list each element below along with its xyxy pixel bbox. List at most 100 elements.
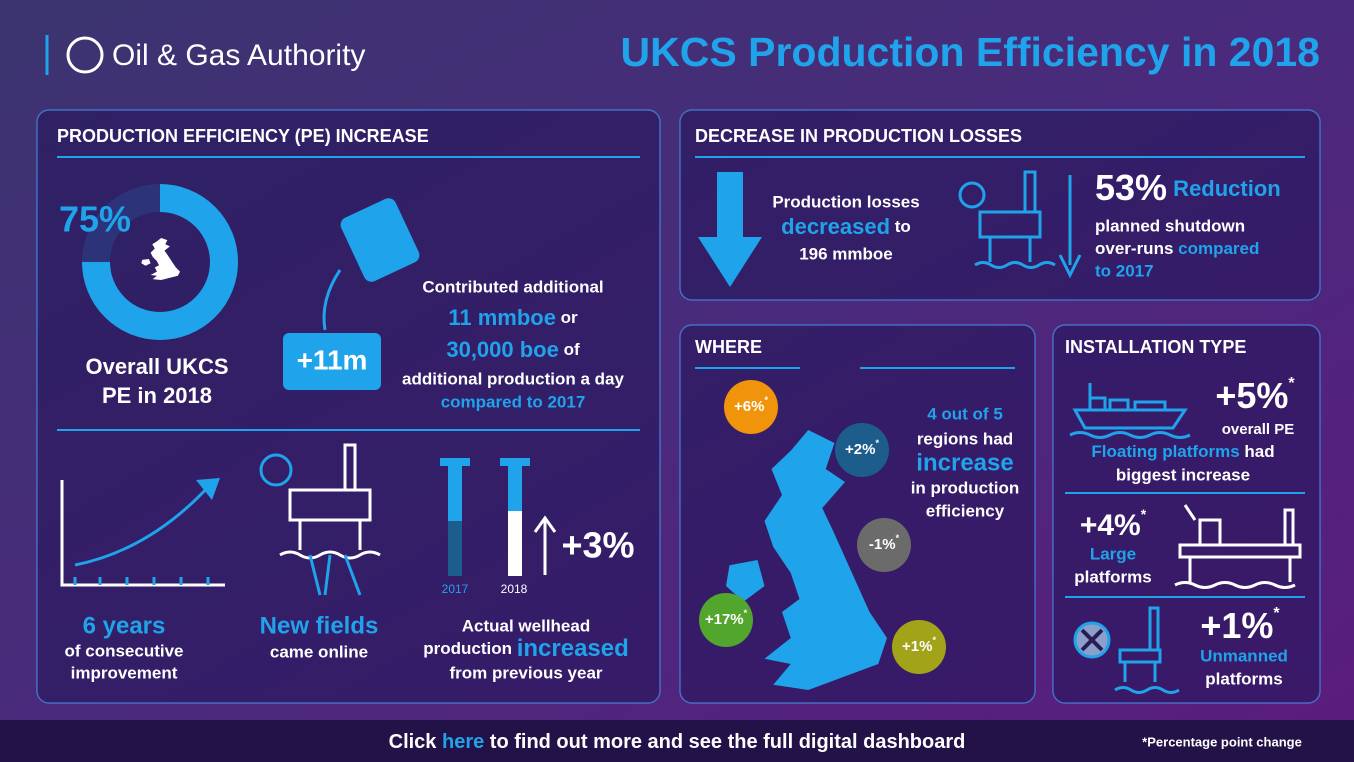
- value: +5%: [1215, 375, 1288, 416]
- year: 2018: [501, 582, 528, 596]
- highlight: increase: [916, 449, 1013, 476]
- footer-text: Click here to find out more and see the …: [389, 731, 966, 753]
- value: +6%: [734, 398, 764, 415]
- panel: [1052, 324, 1321, 704]
- value: +1%: [902, 638, 932, 655]
- chart-icon: [60, 480, 225, 587]
- text: efficiency: [926, 501, 1005, 520]
- highlight: Floating platforms: [1091, 442, 1239, 461]
- down-arrow: [698, 172, 762, 287]
- text: platforms: [1074, 567, 1151, 586]
- power-icon: [259, 453, 293, 487]
- unmanned-icon: [1080, 628, 1104, 652]
- platform-icon: [974, 170, 1056, 269]
- text: decreased to: [781, 214, 911, 239]
- chart-icon: [74, 483, 212, 567]
- footnote-mark: *: [744, 608, 748, 618]
- region-label: -1%*: [869, 533, 900, 553]
- highlight: increased: [517, 635, 629, 662]
- down-arrow: [1058, 175, 1082, 279]
- value: -1%: [869, 536, 896, 553]
- caption: PE in 2018: [102, 383, 212, 408]
- wellhead-2018: [508, 466, 522, 511]
- reduction: 53% Reduction: [1095, 167, 1281, 208]
- text: of: [559, 340, 580, 359]
- text: Click: [389, 731, 442, 753]
- wellhead-2017: [448, 466, 462, 521]
- overall-pe: 75%: [59, 199, 131, 240]
- panel-heading: INSTALLATION TYPE: [1065, 337, 1246, 357]
- text: biggest increase: [1116, 465, 1250, 484]
- highlight: to 2017: [1095, 261, 1154, 280]
- footnote-mark: *: [896, 533, 900, 543]
- text: 196 mmboe: [799, 244, 893, 263]
- text: Actual wellhead: [462, 616, 590, 635]
- region-circle: [835, 423, 889, 477]
- text: of consecutive: [64, 641, 183, 660]
- text: overall PE: [1222, 421, 1295, 438]
- text: had: [1240, 442, 1275, 461]
- value: +2%: [845, 441, 875, 458]
- region-circle: [699, 593, 753, 647]
- footnote-mark: *: [1288, 375, 1295, 392]
- region-circle: [892, 620, 946, 674]
- donut-arc: [82, 184, 238, 340]
- headline: New fields: [260, 612, 379, 639]
- text: planned shutdown: [1095, 216, 1245, 235]
- footnote-mark: *: [932, 635, 936, 645]
- text: to find out more and see the full digita…: [484, 731, 965, 753]
- caption: Overall UKCS: [85, 354, 228, 379]
- text: in production: [911, 478, 1020, 497]
- text: production: [423, 639, 516, 658]
- text: regions had: [917, 429, 1013, 448]
- text: Floating platforms had: [1091, 442, 1274, 461]
- highlight: compared to 2017: [441, 392, 586, 411]
- barrel: [340, 198, 420, 282]
- region-circle: [724, 380, 778, 434]
- value: 53%: [1095, 167, 1167, 208]
- footer-bar: [0, 720, 1354, 762]
- regions: +6%*+2%*-1%*+17%*+1%*: [699, 380, 946, 674]
- platform-icon: [1114, 606, 1180, 694]
- footnote-mark: *: [764, 395, 768, 405]
- platform-icon: [279, 443, 381, 560]
- floating-icon: [1072, 383, 1188, 430]
- region-circle: [857, 518, 911, 572]
- text: from previous year: [449, 663, 602, 682]
- region-label: +6%*: [734, 395, 768, 415]
- value: +4%: [1080, 509, 1141, 542]
- year: 2017: [442, 582, 469, 596]
- footnote-mark: *: [1273, 605, 1280, 622]
- highlight: compared: [1178, 239, 1259, 258]
- pour: [322, 269, 342, 331]
- footnote-mark: *: [875, 438, 879, 448]
- text: 30,000 boe of: [446, 337, 580, 362]
- chart-icon: [196, 478, 220, 500]
- panel-heading: PRODUCTION EFFICIENCY (PE) INCREASE: [57, 126, 429, 146]
- text: 4 out of 5: [927, 404, 1003, 423]
- platform-icon: [1174, 504, 1302, 589]
- text: platforms: [1205, 669, 1282, 688]
- power-icon: [958, 181, 986, 209]
- page-title: UKCS Production Efficiency in 2018: [621, 29, 1320, 75]
- text: 11 mmboe or: [448, 305, 578, 330]
- text: over-runs compared: [1095, 239, 1259, 258]
- text: Production losses: [772, 192, 919, 211]
- footnote-mark: *: [1141, 506, 1147, 522]
- waves: [1069, 431, 1191, 439]
- region-label: +2%*: [845, 438, 879, 458]
- highlight: Unmanned: [1200, 646, 1288, 665]
- region-label: +1%*: [902, 635, 936, 655]
- text: production increased: [423, 635, 629, 662]
- text: improvement: [71, 663, 178, 682]
- footnote: *Percentage point change: [1142, 734, 1302, 749]
- highlight: Large: [1090, 544, 1136, 563]
- headline: 6 years: [83, 612, 166, 639]
- dashboard-link[interactable]: here: [442, 731, 484, 753]
- value: +1%: [1200, 605, 1273, 646]
- barrel-label: +11m: [297, 344, 368, 375]
- text: to: [890, 217, 911, 236]
- panel-heading: DECREASE IN PRODUCTION LOSSES: [695, 126, 1022, 146]
- region-label: +17%*: [705, 608, 748, 628]
